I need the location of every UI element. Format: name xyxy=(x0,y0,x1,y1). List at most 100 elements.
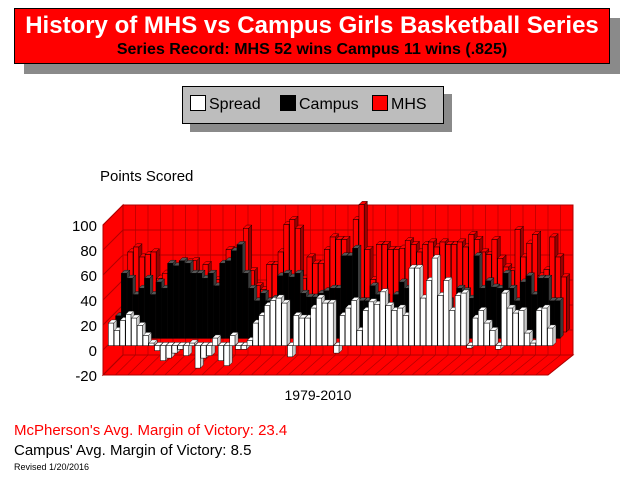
spread-bar xyxy=(298,317,305,346)
spread-bar xyxy=(113,330,120,346)
campus-bar xyxy=(167,263,174,339)
spread-bar xyxy=(310,307,317,346)
spread-bar xyxy=(495,345,502,350)
y-tick-label: 40 xyxy=(80,293,97,310)
campus-bar xyxy=(213,285,220,339)
gridline-floor xyxy=(362,354,386,376)
y-tick-label: 100 xyxy=(72,218,97,235)
legend-face xyxy=(182,86,444,124)
spread-bar xyxy=(414,267,421,346)
gridline-floor xyxy=(411,354,436,376)
title-banner-face xyxy=(14,8,610,64)
spread-bar xyxy=(316,297,322,346)
gridline-side xyxy=(102,304,124,326)
spread-bar xyxy=(408,267,415,346)
spread-bar xyxy=(530,342,536,346)
spread-bar xyxy=(142,335,149,346)
gridline-floor xyxy=(115,354,136,376)
spread-bar xyxy=(501,292,507,346)
spread-bar xyxy=(420,297,426,346)
campus-bar-side xyxy=(559,297,564,339)
spread-bar xyxy=(362,310,369,346)
legend-label-mhs: MHS xyxy=(391,96,427,113)
revised-date: Revised 1/20/2016 xyxy=(14,462,90,472)
spread-bar xyxy=(431,257,438,346)
spread-bar xyxy=(125,314,132,346)
gridline-floor xyxy=(238,354,261,376)
spread-bar xyxy=(252,322,259,346)
campus-bar xyxy=(225,260,231,339)
gridline-side xyxy=(102,279,124,301)
campus-bar xyxy=(230,250,237,339)
spread-bar xyxy=(483,322,490,346)
gridline-floor xyxy=(312,354,336,376)
spread-bar xyxy=(426,280,432,346)
legend-swatch-campus xyxy=(280,95,296,111)
campus-bar xyxy=(184,263,191,339)
spread-bar xyxy=(137,325,143,346)
legend: Spread Campus MHS xyxy=(182,86,452,132)
spread-bar xyxy=(321,302,328,346)
spread-bar xyxy=(171,345,178,354)
mhs-bar-side xyxy=(566,273,570,333)
spread-bar-side xyxy=(465,289,470,347)
gridline-side xyxy=(102,229,124,251)
gridline-floor xyxy=(535,354,561,376)
spread-bar xyxy=(350,300,357,346)
gridline-floor xyxy=(399,354,424,376)
series-record: Series Record: MHS 52 wins Campus 11 win… xyxy=(116,41,508,58)
spread-bar xyxy=(524,332,530,346)
gridline-floor xyxy=(300,354,324,376)
gridline-floor xyxy=(176,354,199,376)
campus-bar xyxy=(202,278,208,339)
spread-bar xyxy=(154,345,161,351)
spread-bar-side xyxy=(228,341,233,367)
spread-bar xyxy=(235,345,241,350)
y-tick-label: 80 xyxy=(80,243,97,260)
gridline-floor xyxy=(424,354,449,376)
legend-item-campus: Campus xyxy=(280,95,359,113)
spread-bar xyxy=(489,330,496,346)
campus-bar xyxy=(219,263,226,339)
spread-bar xyxy=(189,342,195,346)
campus-bar xyxy=(155,281,162,339)
campus-bar xyxy=(207,273,214,339)
spread-bar xyxy=(454,295,461,346)
spread-bar xyxy=(258,315,265,346)
gridline-floor xyxy=(387,354,411,376)
gridline-floor xyxy=(473,354,499,376)
campus-bar xyxy=(242,273,249,339)
spread-bar xyxy=(547,327,554,346)
spread-bar xyxy=(165,345,172,359)
gridline-floor xyxy=(288,354,311,376)
spread-bar-side xyxy=(552,324,557,347)
spread-bar xyxy=(223,345,230,366)
spread-bar xyxy=(177,345,184,350)
spread-bar xyxy=(449,310,455,346)
spread-bar xyxy=(183,345,189,356)
spread-bar xyxy=(200,345,207,359)
gridline-floor xyxy=(547,354,574,376)
spread-bar xyxy=(506,307,513,346)
campus-bar xyxy=(150,294,156,339)
x-axis-label: 1979-2010 xyxy=(285,387,352,403)
spread-bar xyxy=(437,295,444,346)
campus-bar xyxy=(236,244,243,339)
spread-bar xyxy=(385,305,392,346)
spread-bar xyxy=(535,310,542,346)
spread-bar xyxy=(327,302,334,346)
gridline-floor xyxy=(226,354,249,376)
spread-bar xyxy=(466,345,473,349)
spread-bar xyxy=(108,322,114,346)
spread-bar xyxy=(391,310,398,346)
y-tick-label: -20 xyxy=(75,368,97,385)
y-axis-ticks: 100 80 60 40 20 0 -20 xyxy=(72,218,97,385)
spread-bar xyxy=(275,297,282,346)
gridline-floor xyxy=(523,354,549,376)
title-banner: History of MHS vs Campus Girls Basketbal… xyxy=(14,8,620,74)
spread-bar xyxy=(345,307,351,346)
spread-bar xyxy=(264,305,270,346)
spread-bar xyxy=(246,340,253,346)
spread-bar xyxy=(119,320,126,346)
